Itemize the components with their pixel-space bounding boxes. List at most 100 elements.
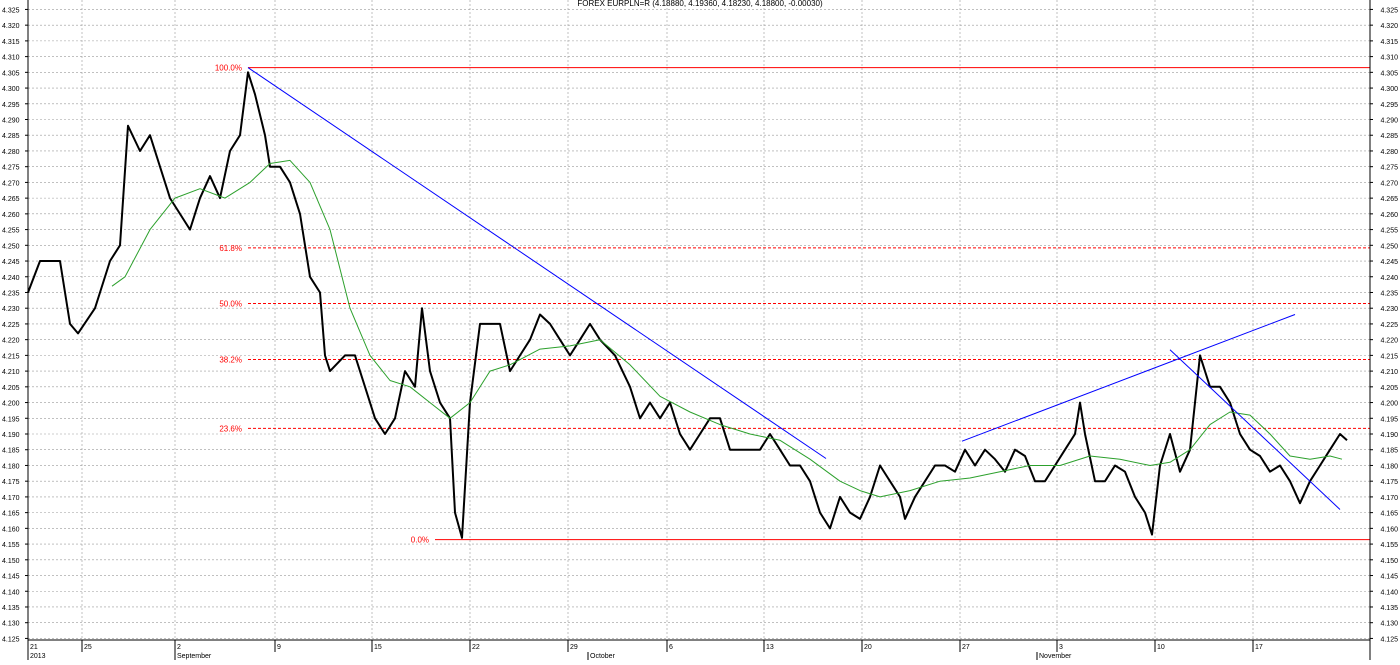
y-tick-label: 4.180 bbox=[1380, 463, 1398, 470]
y-tick-label: 4.215 bbox=[1380, 353, 1398, 360]
y-tick-label: 4.155 bbox=[1380, 542, 1398, 549]
grid bbox=[27, 0, 1370, 640]
y-tick-label: 4.225 bbox=[1380, 322, 1398, 329]
y-tick-label: 4.150 bbox=[2, 558, 20, 565]
y-tick-label: 4.225 bbox=[2, 322, 20, 329]
x-tick-label: 13 bbox=[766, 644, 774, 651]
y-tick-label: 4.310 bbox=[1380, 55, 1398, 62]
y-tick-label: 4.140 bbox=[1380, 589, 1398, 596]
month-label: November bbox=[1039, 653, 1072, 660]
price-line bbox=[27, 71, 1348, 539]
y-tick-label: 4.150 bbox=[1380, 558, 1398, 565]
y-tick-label: 4.305 bbox=[1380, 70, 1398, 77]
month-label: October bbox=[590, 653, 616, 660]
x-tick-label: 15 bbox=[374, 644, 382, 651]
y-tick-label: 4.180 bbox=[2, 463, 20, 470]
y-tick-label: 4.135 bbox=[2, 605, 20, 612]
y-tick-label: 4.325 bbox=[1380, 7, 1398, 14]
y-tick-label: 4.315 bbox=[1380, 39, 1398, 46]
y-tick-label: 4.320 bbox=[2, 23, 20, 30]
y-tick-label: 4.265 bbox=[1380, 196, 1398, 203]
month-label: September bbox=[177, 653, 212, 660]
y-tick-label: 4.275 bbox=[2, 165, 20, 172]
trend-line bbox=[1169, 349, 1341, 510]
y-tick-label: 4.160 bbox=[1380, 526, 1398, 533]
y-tick-label: 4.305 bbox=[2, 70, 20, 77]
y-tick-label: 4.255 bbox=[1380, 228, 1398, 235]
trend-line bbox=[961, 314, 1296, 442]
y-tick-label: 4.260 bbox=[2, 212, 20, 219]
y-tick-label: 4.230 bbox=[2, 306, 20, 313]
x-tick-label: 2 bbox=[177, 644, 181, 651]
y-tick-label: 4.215 bbox=[2, 353, 20, 360]
y-tick-label: 4.210 bbox=[2, 369, 20, 376]
y-tick-label: 4.190 bbox=[2, 432, 20, 439]
y-tick-label: 4.285 bbox=[1380, 133, 1398, 140]
y-tick-label: 4.130 bbox=[2, 621, 20, 628]
y-tick-label: 4.235 bbox=[1380, 290, 1398, 297]
y-tick-label: 4.230 bbox=[1380, 306, 1398, 313]
y-tick-label: 4.205 bbox=[1380, 385, 1398, 392]
y-tick-label: 4.200 bbox=[2, 401, 20, 408]
y-tick-label: 4.140 bbox=[2, 589, 20, 596]
fib-label: 61.8% bbox=[219, 244, 242, 253]
y-tick-label: 4.195 bbox=[2, 416, 20, 423]
x-tick-label: 22 bbox=[472, 644, 480, 651]
y-tick-label: 4.295 bbox=[1380, 102, 1398, 109]
y-tick-label: 4.165 bbox=[2, 511, 20, 518]
month-label: 2013 bbox=[30, 653, 46, 660]
fib-label: 23.6% bbox=[219, 424, 242, 433]
y-tick-label: 4.220 bbox=[1380, 338, 1398, 345]
y-tick-label: 4.295 bbox=[2, 102, 20, 109]
x-tick-label: 29 bbox=[570, 644, 578, 651]
x-tick-label: 21 bbox=[30, 644, 38, 651]
y-tick-label: 4.200 bbox=[1380, 401, 1398, 408]
y-tick-label: 4.245 bbox=[1380, 259, 1398, 266]
plot: 100.0% 61.8% 50.0% 38.2% 23.6% 0.0% bbox=[27, 64, 1370, 545]
y-tick-label: 4.250 bbox=[2, 243, 20, 250]
y-tick-label: 4.310 bbox=[2, 55, 20, 62]
y-tick-label: 4.290 bbox=[1380, 118, 1398, 125]
y-tick-label: 4.165 bbox=[1380, 511, 1398, 518]
y-tick-label: 4.255 bbox=[2, 228, 20, 235]
trend-line bbox=[247, 67, 827, 459]
y-tick-label: 4.170 bbox=[2, 495, 20, 502]
chart-title: FOREX EURPLN=R (4.18880, 4.19360, 4.1823… bbox=[577, 0, 823, 8]
y-tick-label: 4.195 bbox=[1380, 416, 1398, 423]
y-tick-label: 4.235 bbox=[2, 290, 20, 297]
y-tick-label: 4.210 bbox=[1380, 369, 1398, 376]
y-tick-label: 4.280 bbox=[2, 149, 20, 156]
y-tick-label: 4.160 bbox=[2, 526, 20, 533]
y-tick-label: 4.190 bbox=[1380, 432, 1398, 439]
fib-label: 100.0% bbox=[215, 64, 242, 73]
y-tick-label: 4.320 bbox=[1380, 23, 1398, 30]
y-tick-label: 4.300 bbox=[1380, 86, 1398, 93]
fib-label: 50.0% bbox=[219, 299, 242, 308]
y-tick-label: 4.300 bbox=[2, 86, 20, 93]
y-tick-label: 4.240 bbox=[1380, 275, 1398, 282]
x-tick-label: 9 bbox=[277, 644, 281, 651]
y-tick-label: 4.290 bbox=[2, 118, 20, 125]
y-tick-label: 4.135 bbox=[1380, 605, 1398, 612]
y-tick-label: 4.270 bbox=[1380, 180, 1398, 187]
y-tick-label: 4.125 bbox=[1380, 636, 1398, 643]
x-tick-label: 25 bbox=[84, 644, 92, 651]
y-tick-label: 4.145 bbox=[1380, 574, 1398, 581]
y-tick-label: 4.155 bbox=[2, 542, 20, 549]
fib-label: 38.2% bbox=[219, 355, 242, 364]
y-tick-label: 4.260 bbox=[1380, 212, 1398, 219]
y-tick-label: 4.185 bbox=[1380, 448, 1398, 455]
y-tick-label: 4.220 bbox=[2, 338, 20, 345]
y-tick-label: 4.315 bbox=[2, 39, 20, 46]
x-tick-label: 3 bbox=[1059, 644, 1063, 651]
y-tick-label: 4.145 bbox=[2, 574, 20, 581]
y-tick-label: 4.250 bbox=[1380, 243, 1398, 250]
x-tick-label: 10 bbox=[1157, 644, 1165, 651]
y-tick-label: 4.275 bbox=[1380, 165, 1398, 172]
y-tick-label: 4.325 bbox=[2, 7, 20, 14]
y-tick-label: 4.175 bbox=[2, 479, 20, 486]
y-tick-label: 4.285 bbox=[2, 133, 20, 140]
x-tick-label: 27 bbox=[962, 644, 970, 651]
